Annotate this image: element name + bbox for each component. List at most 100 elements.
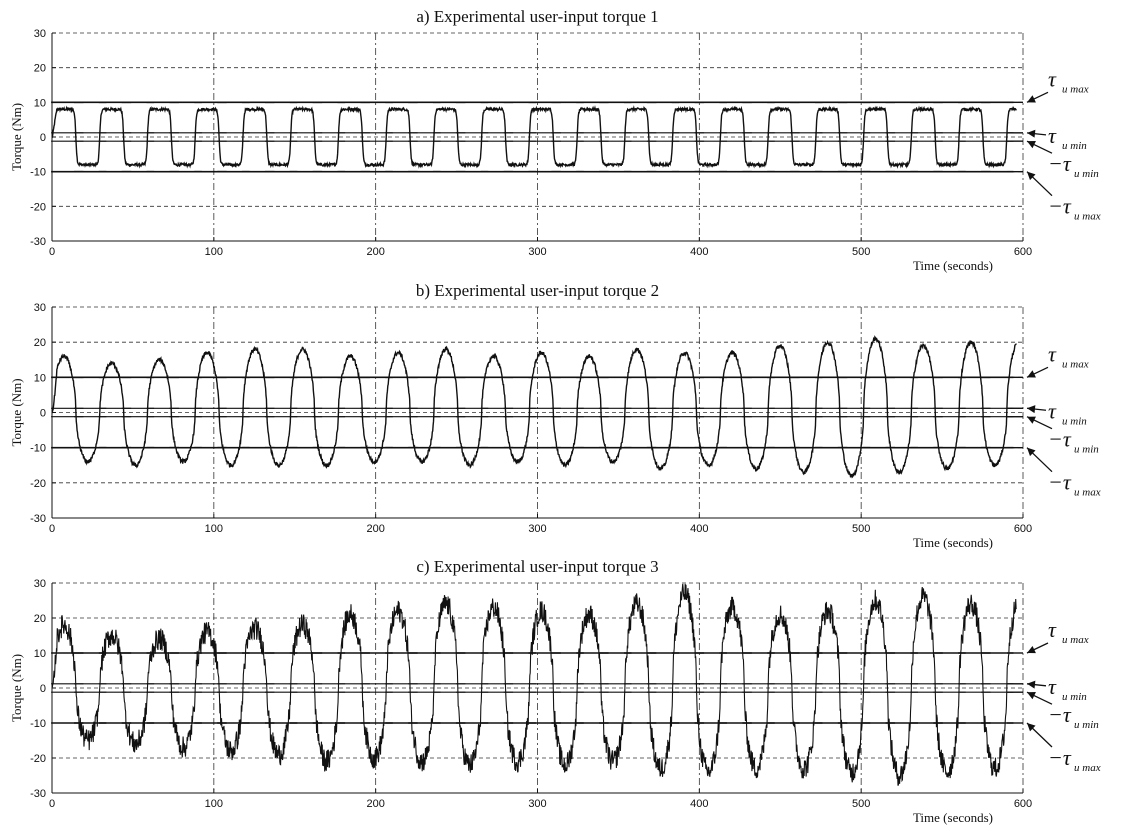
- threshold-subscript: u max: [1074, 487, 1101, 499]
- y-axis-label: Torque (Nm): [9, 103, 24, 171]
- x-tick-label: 200: [366, 523, 384, 535]
- y-tick-label: -10: [30, 167, 46, 179]
- x-axis-label: Time (seconds): [913, 258, 993, 273]
- y-tick-label: 10: [34, 97, 46, 109]
- x-tick-label: 300: [528, 798, 546, 810]
- y-tick-label: -10: [30, 443, 46, 455]
- x-tick-label: 500: [852, 798, 870, 810]
- threshold-symbol: −τ: [1048, 427, 1072, 452]
- threshold-subscript: u min: [1062, 691, 1087, 703]
- y-tick-label: 0: [40, 132, 46, 144]
- x-tick-label: 600: [1014, 798, 1032, 810]
- threshold-annotation: −τ u min: [1026, 416, 1099, 456]
- arrowhead-icon: [1027, 416, 1036, 424]
- y-tick-label: 0: [40, 683, 46, 695]
- threshold-annotation: τ u min: [1026, 398, 1087, 427]
- threshold-annotation: τ u min: [1026, 123, 1087, 152]
- threshold-symbol: τ: [1048, 123, 1057, 148]
- x-tick-label: 600: [1014, 246, 1032, 258]
- panel-title: b) Experimental user-input torque 2: [416, 281, 659, 300]
- y-tick-label: 30: [34, 578, 46, 590]
- threshold-symbol: −τ: [1048, 194, 1072, 219]
- x-tick-label: 400: [690, 246, 708, 258]
- panel-title: a) Experimental user-input torque 1: [416, 7, 658, 26]
- x-tick-label: 300: [528, 523, 546, 535]
- arrowhead-icon: [1027, 370, 1036, 378]
- x-axis-label: Time (seconds): [913, 535, 993, 550]
- threshold-subscript: u max: [1062, 83, 1089, 95]
- threshold-subscript: u min: [1062, 415, 1087, 427]
- threshold-annotation: τ u min: [1026, 674, 1087, 703]
- threshold-annotation: τ u max: [1026, 66, 1089, 103]
- threshold-subscript: u max: [1074, 762, 1101, 774]
- threshold-symbol: −τ: [1048, 470, 1072, 495]
- threshold-subscript: u max: [1074, 211, 1101, 223]
- arrowhead-icon: [1027, 447, 1036, 457]
- signal-line: [51, 335, 1017, 479]
- x-tick-label: 400: [690, 798, 708, 810]
- y-tick-label: 30: [34, 302, 46, 314]
- panel-3: c) Experimental user-input torque 3 -30 -2…: [9, 557, 1101, 825]
- arrowhead-icon: [1027, 129, 1036, 138]
- arrowhead-icon: [1027, 692, 1036, 700]
- threshold-symbol: τ: [1048, 341, 1057, 366]
- x-tick-label: 600: [1014, 523, 1032, 535]
- threshold-subscript: u min: [1074, 444, 1099, 456]
- y-tick-label: -20: [30, 753, 46, 765]
- threshold-symbol: −τ: [1048, 151, 1072, 176]
- arrowhead-icon: [1027, 723, 1036, 732]
- y-tick-label: -20: [30, 201, 46, 213]
- signal-line: [51, 105, 1017, 169]
- x-tick-label: 400: [690, 523, 708, 535]
- threshold-annotation: τ u max: [1026, 617, 1089, 654]
- threshold-subscript: u min: [1074, 168, 1099, 180]
- threshold-subscript: u min: [1062, 140, 1087, 152]
- x-tick-label: 100: [205, 246, 223, 258]
- threshold-symbol: τ: [1048, 674, 1057, 699]
- y-tick-label: -30: [30, 513, 46, 525]
- arrowhead-icon: [1027, 171, 1036, 181]
- y-axis-label: Torque (Nm): [9, 378, 24, 446]
- x-tick-label: 500: [852, 523, 870, 535]
- threshold-annotation: −τ u max: [1026, 722, 1101, 774]
- threshold-subscript: u min: [1074, 719, 1099, 731]
- x-tick-label: 100: [205, 798, 223, 810]
- x-tick-label: 0: [49, 798, 55, 810]
- x-tick-label: 200: [366, 246, 384, 258]
- panel-title: c) Experimental user-input torque 3: [416, 557, 658, 576]
- threshold-symbol: τ: [1048, 398, 1057, 423]
- y-tick-label: 20: [34, 63, 46, 75]
- arrowhead-icon: [1027, 680, 1036, 689]
- threshold-annotation: −τ u max: [1026, 171, 1101, 223]
- threshold-symbol: τ: [1048, 617, 1057, 642]
- y-tick-label: 20: [34, 337, 46, 349]
- arrowhead-icon: [1027, 95, 1036, 103]
- y-tick-label: 20: [34, 613, 46, 625]
- y-tick-label: 10: [34, 372, 46, 384]
- x-tick-label: 100: [205, 523, 223, 535]
- y-tick-label: -10: [30, 718, 46, 730]
- y-tick-label: -20: [30, 478, 46, 490]
- arrowhead-icon: [1027, 141, 1036, 149]
- y-axis-label: Torque (Nm): [9, 654, 24, 722]
- threshold-subscript: u max: [1062, 358, 1089, 370]
- y-tick-label: 30: [34, 28, 46, 40]
- y-tick-label: -30: [30, 236, 46, 248]
- threshold-annotation: −τ u min: [1026, 691, 1099, 731]
- threshold-subscript: u max: [1062, 634, 1089, 646]
- threshold-annotation: −τ u max: [1026, 447, 1101, 499]
- y-tick-label: 10: [34, 648, 46, 660]
- arrowhead-icon: [1027, 405, 1036, 414]
- x-tick-label: 300: [528, 246, 546, 258]
- threshold-annotation: τ u max: [1026, 341, 1089, 378]
- threshold-annotation: −τ u min: [1026, 140, 1099, 180]
- y-tick-label: -30: [30, 788, 46, 800]
- panel-2: b) Experimental user-input torque 2 -30 -2…: [9, 281, 1101, 550]
- x-tick-label: 500: [852, 246, 870, 258]
- threshold-symbol: −τ: [1048, 702, 1072, 727]
- threshold-symbol: −τ: [1048, 745, 1072, 770]
- x-tick-label: 200: [366, 798, 384, 810]
- x-axis-label: Time (seconds): [913, 810, 993, 825]
- x-tick-label: 0: [49, 246, 55, 258]
